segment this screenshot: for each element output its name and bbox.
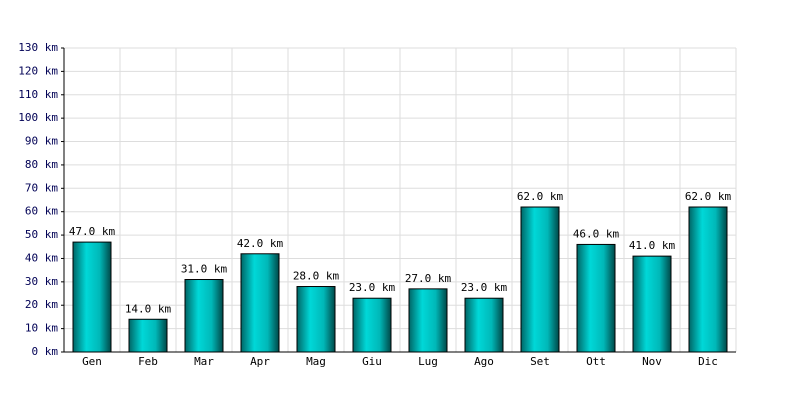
x-tick-label: Ago bbox=[474, 355, 494, 368]
x-tick-label: Mar bbox=[194, 355, 214, 368]
x-tick-label: Mag bbox=[306, 355, 326, 368]
bar bbox=[408, 288, 448, 353]
x-tick-label: Lug bbox=[418, 355, 438, 368]
data-label: 28.0 km bbox=[293, 270, 340, 283]
data-label: 46.0 km bbox=[573, 227, 620, 240]
bar bbox=[128, 318, 168, 353]
bar bbox=[72, 241, 112, 353]
y-tick-label: 30 km bbox=[25, 275, 58, 288]
y-tick-label: 80 km bbox=[25, 158, 58, 171]
y-tick-label: 130 km bbox=[18, 41, 58, 54]
y-tick-label: 100 km bbox=[18, 111, 58, 124]
y-tick-label: 50 km bbox=[25, 228, 58, 241]
data-label: 47.0 km bbox=[69, 225, 116, 238]
bar bbox=[240, 253, 280, 353]
y-tick-label: 0 km bbox=[32, 345, 59, 358]
data-label: 23.0 km bbox=[461, 281, 508, 294]
data-label: 23.0 km bbox=[349, 281, 396, 294]
bar bbox=[688, 206, 728, 353]
data-label: 31.0 km bbox=[181, 263, 228, 276]
bar bbox=[464, 297, 504, 353]
y-tick-label: 60 km bbox=[25, 205, 58, 218]
data-label: 41.0 km bbox=[629, 239, 676, 252]
bar bbox=[576, 243, 616, 353]
data-label: 27.0 km bbox=[405, 272, 452, 285]
y-tick-label: 20 km bbox=[25, 298, 58, 311]
bar bbox=[352, 297, 392, 353]
x-tick-label: Feb bbox=[138, 355, 158, 368]
y-tick-label: 10 km bbox=[25, 322, 58, 335]
y-tick-label: 120 km bbox=[18, 64, 58, 77]
data-label: 62.0 km bbox=[685, 190, 732, 203]
bar bbox=[520, 206, 560, 353]
data-label: 42.0 km bbox=[237, 237, 284, 250]
y-tick-label: 110 km bbox=[18, 88, 58, 101]
x-tick-label: Nov bbox=[642, 355, 662, 368]
y-tick-label: 40 km bbox=[25, 251, 58, 264]
y-tick-label: 90 km bbox=[25, 135, 58, 148]
x-tick-label: Set bbox=[530, 355, 550, 368]
x-tick-label: Dic bbox=[698, 355, 718, 368]
x-tick-label: Gen bbox=[82, 355, 102, 368]
x-tick-label: Apr bbox=[250, 355, 270, 368]
x-tick-label: Giu bbox=[362, 355, 382, 368]
y-tick-label: 70 km bbox=[25, 181, 58, 194]
bar bbox=[184, 279, 224, 353]
bar bbox=[632, 255, 672, 353]
bar bbox=[296, 286, 336, 353]
data-label: 14.0 km bbox=[125, 302, 172, 315]
x-tick-label: Ott bbox=[586, 355, 606, 368]
data-label: 62.0 km bbox=[517, 190, 564, 203]
